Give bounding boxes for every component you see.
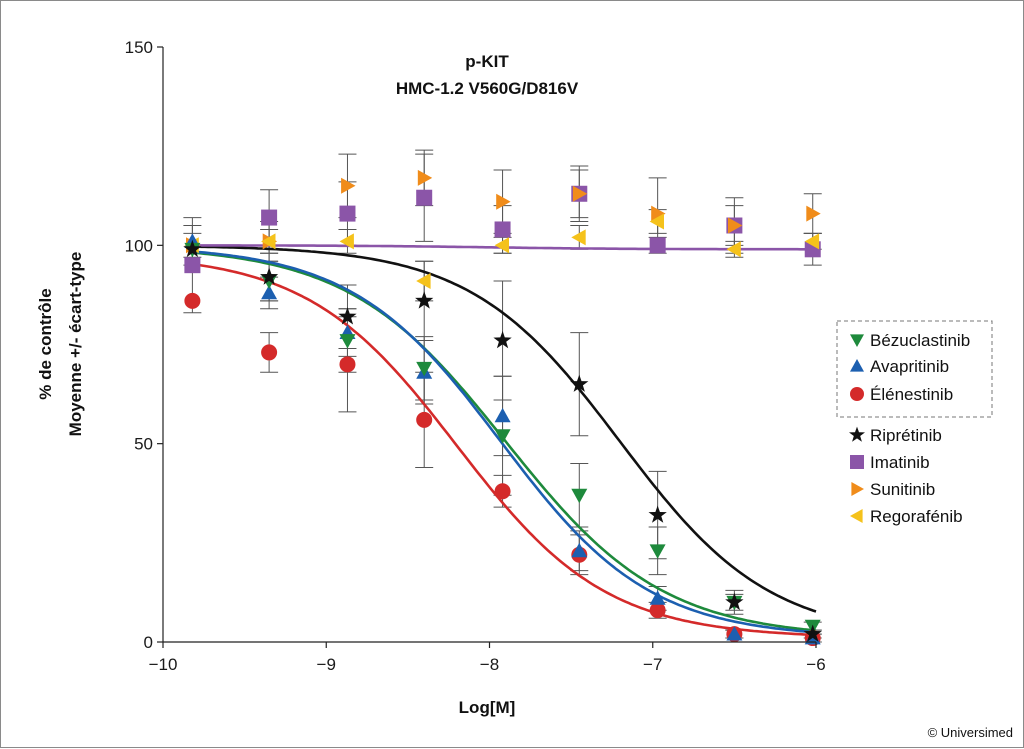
legend-marker-ripretinib	[849, 426, 865, 442]
legend-label-imatinib: Imatinib	[870, 453, 930, 472]
fit-curve-avapritinib	[192, 250, 817, 634]
data-point-sunitinib	[341, 177, 356, 194]
y-axis-ticks: 0 50 100 150	[125, 38, 163, 652]
data-point-elenestinib	[261, 344, 278, 361]
data-point-sunitinib	[728, 217, 743, 234]
data-point-elenestinib	[416, 411, 433, 428]
data-point-regorafenib	[494, 237, 509, 254]
data-point-avapritinib	[261, 284, 278, 300]
data-point-imatinib	[416, 189, 433, 206]
y-axis-label-line2: Moyenne +/- écart-type	[66, 252, 85, 437]
data-point-imatinib	[261, 209, 278, 226]
legend-label-ripretinib: Riprétinib	[870, 426, 942, 445]
data-point-sunitinib	[651, 205, 666, 222]
y-tick-label: 50	[134, 435, 153, 454]
data-point-elenestinib	[339, 356, 356, 373]
data-point-regorafenib	[571, 229, 586, 246]
chart-title: p-KIT	[465, 52, 509, 71]
credit-text: © Universimed	[928, 725, 1013, 740]
chart-subtitle: HMC-1.2 V560G/D816V	[396, 79, 579, 98]
legend-box	[836, 320, 993, 418]
data-point-avapritinib	[571, 542, 588, 558]
legend-marker-avapritinib	[850, 359, 864, 372]
data-point-ripretinib	[183, 239, 202, 258]
data-point-avapritinib	[494, 407, 511, 423]
x-tick-label: −6	[806, 655, 825, 674]
data-point-imatinib	[494, 221, 511, 238]
data-point-elenestinib	[494, 483, 511, 500]
y-tick-label: 150	[125, 38, 153, 57]
legend-label-sunitinib: Sunitinib	[870, 480, 935, 499]
y-tick-label: 100	[125, 236, 153, 255]
x-tick-label: −7	[643, 655, 662, 674]
data-point-avapritinib	[649, 590, 666, 605]
x-tick-label: −10	[149, 655, 178, 674]
data-point-regorafenib	[416, 273, 431, 289]
legend-marker-sunitinib	[851, 482, 864, 496]
data-point-bezuclastinib	[416, 361, 433, 377]
legend-marker-elenestinib	[850, 387, 864, 401]
legend-label-bezuclastinib: Bézuclastinib	[870, 331, 970, 350]
data-point-sunitinib	[806, 205, 821, 222]
data-point-regorafenib	[804, 233, 820, 250]
data-point-regorafenib	[726, 241, 741, 258]
data-point-ripretinib	[338, 307, 357, 325]
fit-curve-bezuclastinib	[192, 251, 817, 632]
fit-curve-ripretinib	[192, 245, 817, 613]
data-point-regorafenib	[261, 233, 276, 250]
data-point-bezuclastinib	[339, 334, 356, 349]
data-point-regorafenib	[649, 213, 664, 230]
data-point-bezuclastinib	[649, 544, 666, 559]
legend: Bézuclastinib Avapritinib Élénestinib Ripré…	[849, 331, 970, 526]
data-point-ripretinib	[415, 291, 434, 309]
legend-label-avapritinib: Avapritinib	[870, 357, 949, 376]
data-point-imatinib	[339, 205, 356, 222]
data-point-sunitinib	[496, 193, 511, 210]
data-point-elenestinib	[184, 292, 201, 309]
legend-marker-regorafenib	[850, 509, 863, 523]
data-point-elenestinib	[649, 602, 666, 619]
data-point-ripretinib	[648, 505, 667, 523]
legend-label-elenestinib: Élénestinib	[870, 385, 953, 404]
data-point-avapritinib	[726, 626, 743, 641]
data-point-ripretinib	[803, 624, 822, 642]
x-tick-label: −9	[317, 655, 336, 674]
data-markers	[183, 169, 822, 647]
data-point-ripretinib	[725, 592, 744, 611]
axes	[162, 47, 816, 643]
legend-marker-bezuclastinib	[850, 334, 864, 347]
legend-label-regorafenib: Regorafénib	[870, 507, 963, 526]
x-tick-label: −8	[480, 655, 499, 674]
data-point-bezuclastinib	[261, 274, 278, 289]
data-point-bezuclastinib	[494, 429, 511, 444]
data-point-sunitinib	[417, 169, 433, 186]
x-axis-ticks: −10 −9 −8 −7 −6	[149, 642, 826, 674]
data-point-ripretinib	[570, 374, 589, 392]
x-axis-label: Log[M]	[459, 698, 516, 717]
data-point-regorafenib	[339, 233, 354, 250]
legend-marker-imatinib	[850, 455, 864, 469]
data-point-bezuclastinib	[571, 488, 588, 504]
y-axis-label-line1: % de contrôle	[36, 288, 55, 399]
data-point-imatinib	[649, 237, 666, 254]
data-point-ripretinib	[493, 330, 512, 349]
data-point-imatinib	[184, 257, 201, 274]
data-point-sunitinib	[572, 185, 588, 202]
fit-curve-elenestinib	[192, 262, 817, 637]
data-point-ripretinib	[260, 267, 279, 285]
y-tick-label: 0	[144, 633, 153, 652]
